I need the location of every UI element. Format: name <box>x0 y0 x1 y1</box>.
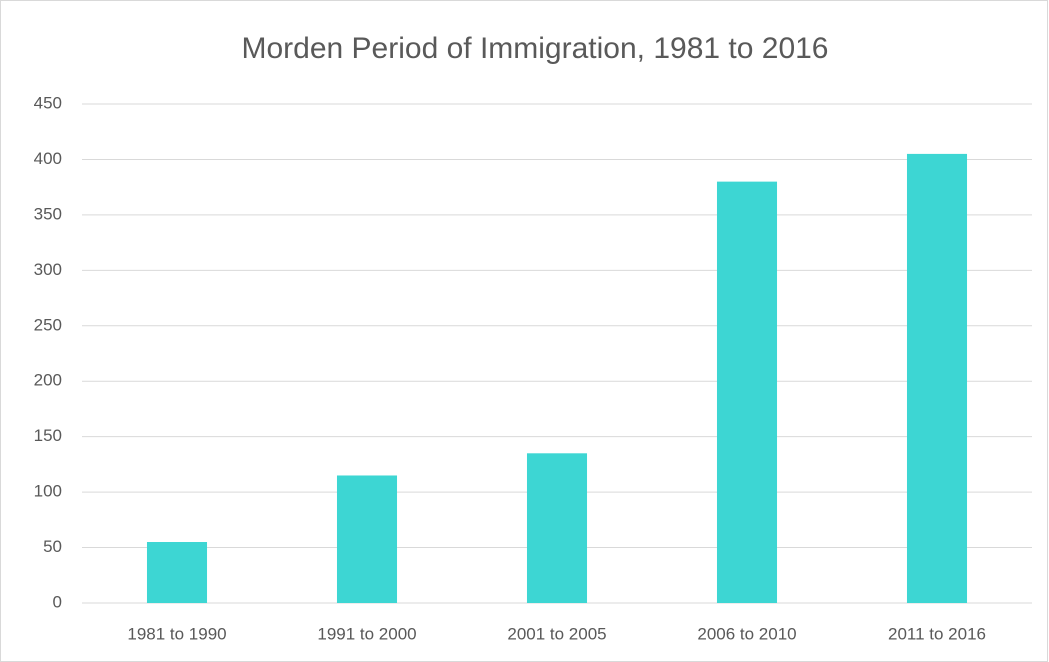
y-tick-label: 50 <box>43 537 62 556</box>
y-tick-label: 400 <box>34 149 62 168</box>
bar <box>146 542 208 603</box>
x-tick-label: 2006 to 2010 <box>697 624 796 643</box>
bar <box>716 181 778 603</box>
x-tick-label: 1981 to 1990 <box>127 624 226 643</box>
chart-title: Morden Period of Immigration, 1981 to 20… <box>241 32 828 65</box>
bar <box>906 153 968 603</box>
y-tick-label: 300 <box>34 260 62 279</box>
y-tick-label: 350 <box>34 204 62 223</box>
bar <box>526 453 588 603</box>
y-tick-label: 450 <box>34 93 62 112</box>
x-tick-label: 2011 to 2016 <box>888 624 986 643</box>
y-tick-label: 150 <box>34 426 62 445</box>
bar <box>336 475 398 603</box>
x-tick-label: 1991 to 2000 <box>317 624 416 643</box>
y-tick-label: 0 <box>53 592 62 611</box>
y-tick-label: 100 <box>34 482 62 501</box>
x-tick-label: 2001 to 2005 <box>507 624 606 643</box>
y-tick-label: 200 <box>34 371 62 390</box>
y-tick-label: 250 <box>34 315 62 334</box>
